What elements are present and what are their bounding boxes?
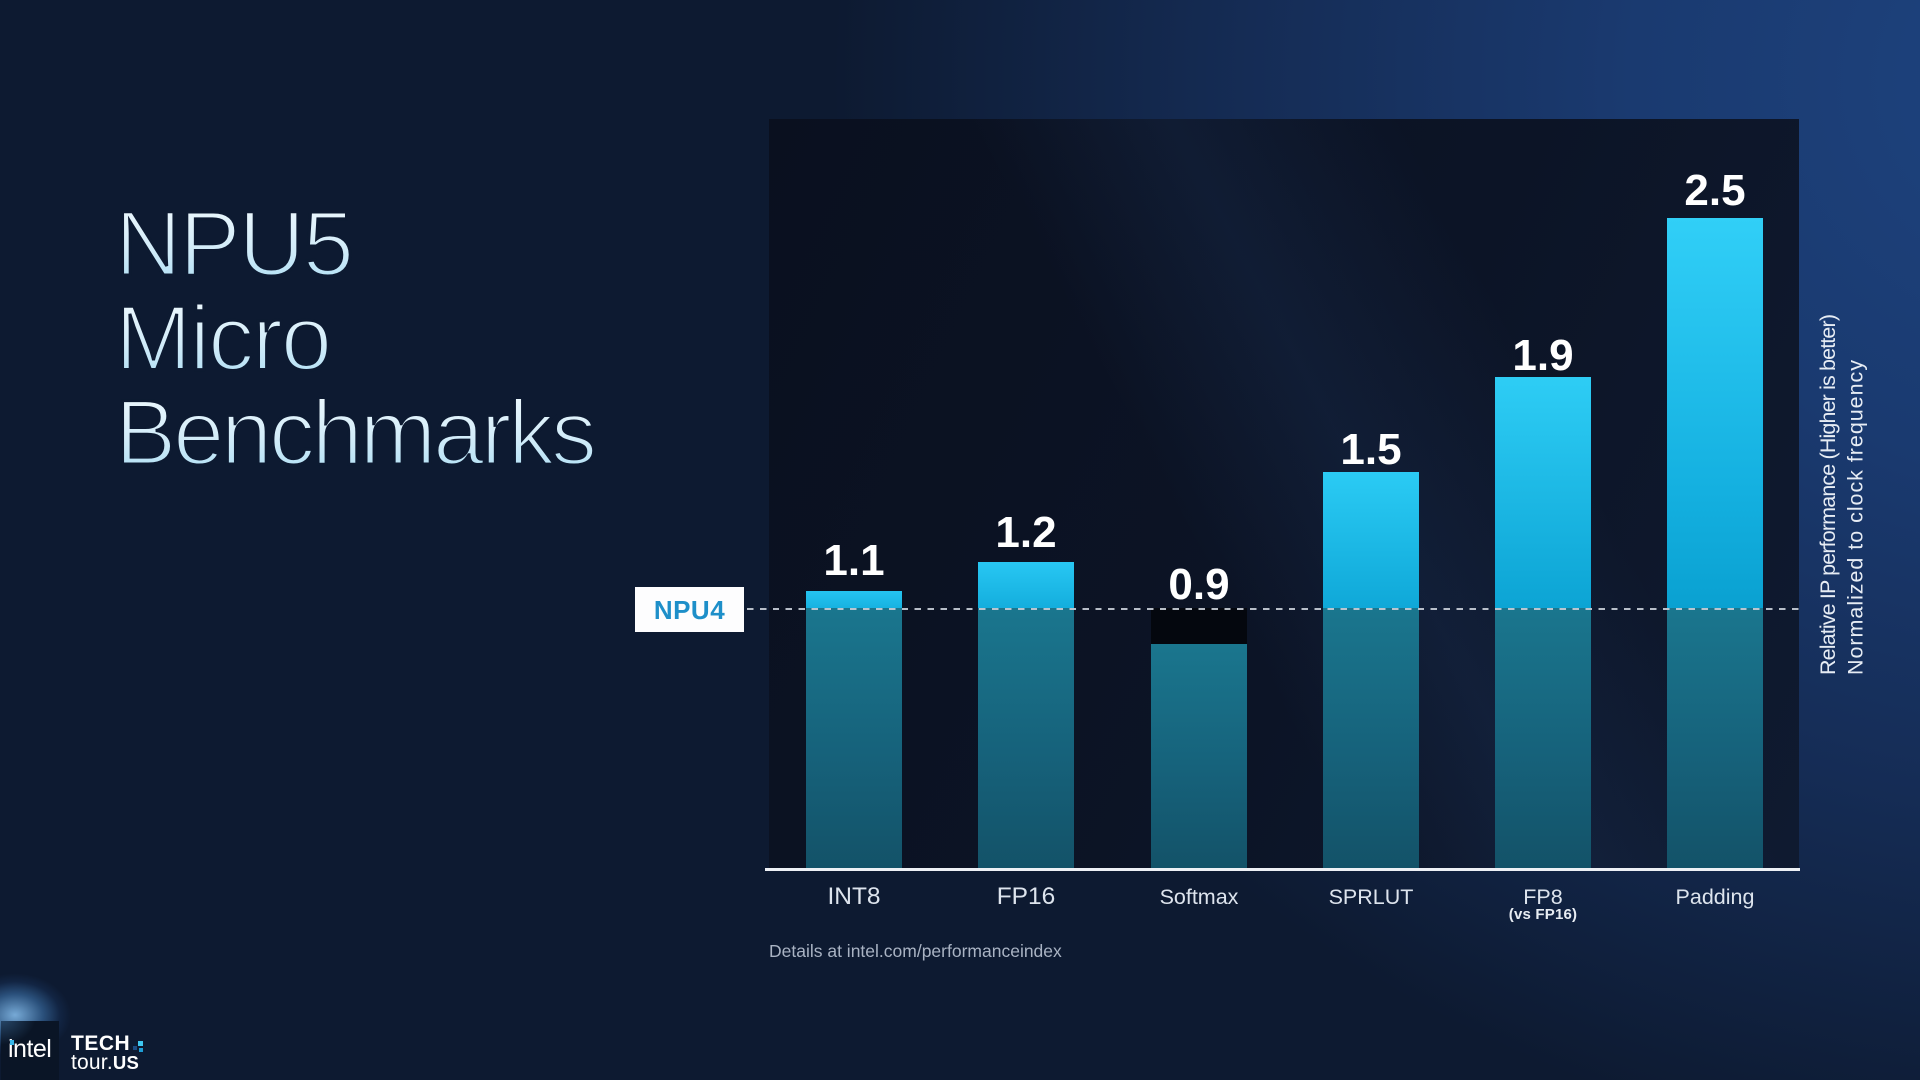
svg-text:Relative IP performance (Highe: Relative IP performance (Higher is bette… bbox=[1816, 314, 1840, 675]
svg-text:Benchmarks: Benchmarks bbox=[115, 382, 597, 484]
svg-text:NPU5: NPU5 bbox=[115, 193, 354, 295]
svg-text:Normalized to clock frequency: Normalized to clock frequency bbox=[1844, 360, 1868, 675]
svg-text:Micro: Micro bbox=[115, 288, 332, 390]
